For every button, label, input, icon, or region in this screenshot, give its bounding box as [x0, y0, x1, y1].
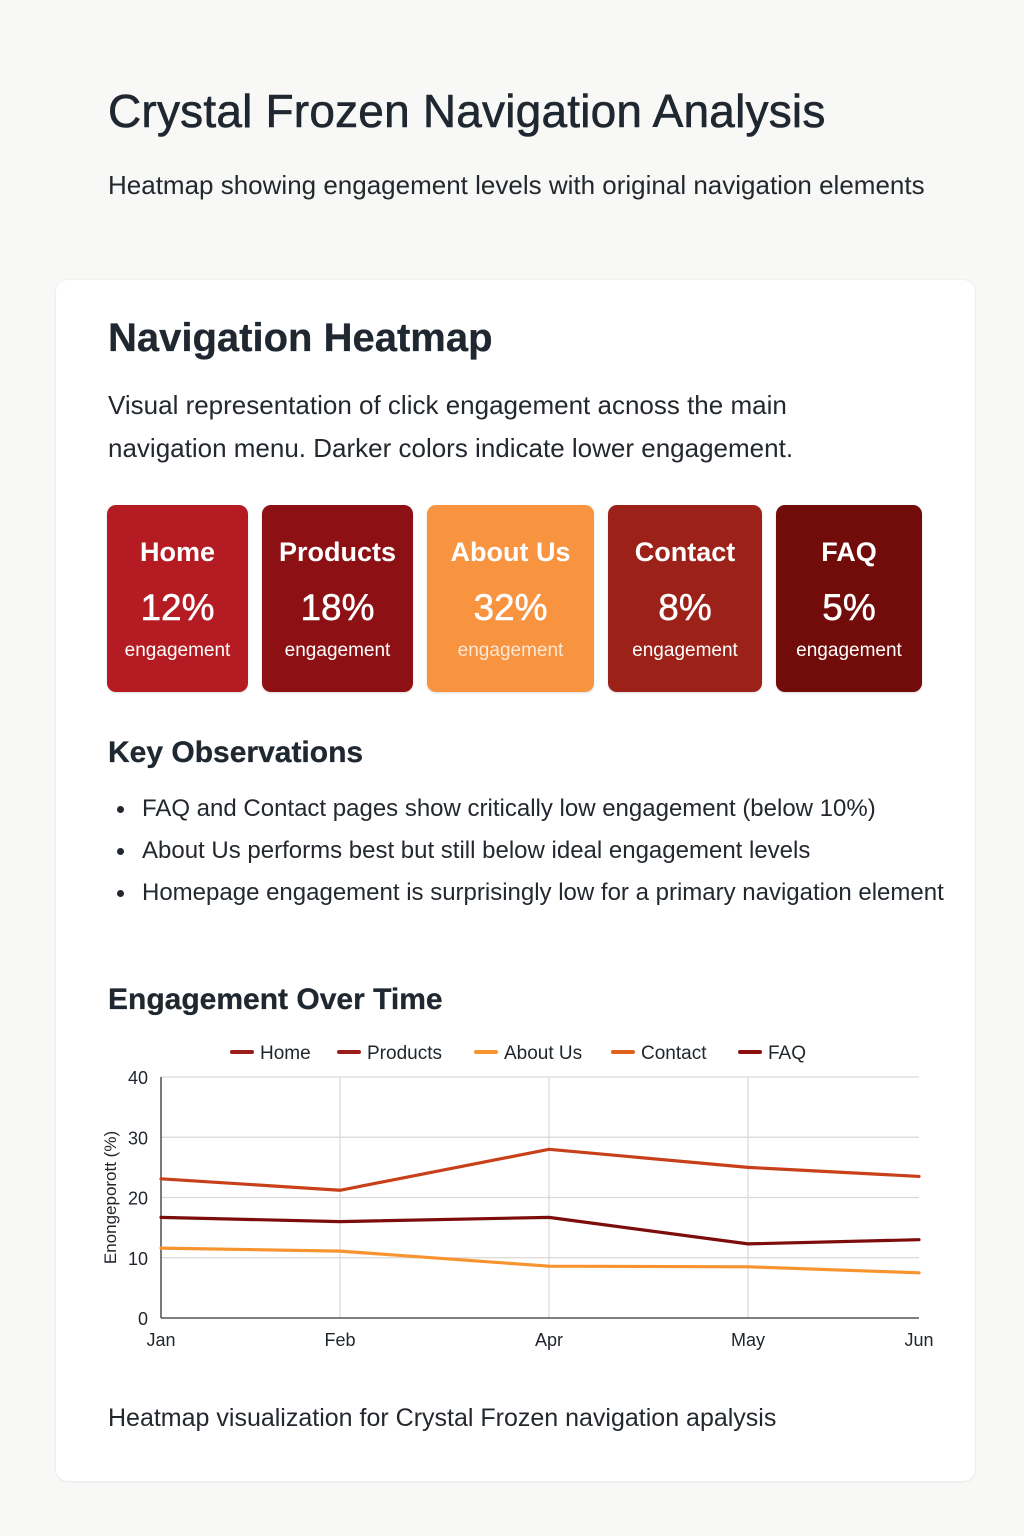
svg-text:Home: Home	[260, 1043, 311, 1064]
observation-item: About Us performs best but still below i…	[108, 830, 968, 872]
heatmap-tile-products[interactable]: Products 18% engagement	[262, 505, 413, 692]
legend-item-contact[interactable]: Contact	[611, 1043, 707, 1064]
tile-unit: engagement	[457, 640, 564, 661]
x-tick-label: Jun	[904, 1330, 933, 1350]
tile-unit: engagement	[632, 640, 738, 661]
tile-name: About Us	[450, 537, 571, 567]
tile-value: 18%	[300, 587, 375, 629]
chart-title: Engagement Over Time	[108, 983, 443, 1016]
series-line-about-us[interactable]	[159, 1246, 921, 1275]
observation-item: FAQ and Contact pages show critically lo…	[108, 788, 968, 830]
line-chart: Home Products About Us Contact FAQ 0 10 20 30 40…	[56, 1030, 975, 1370]
observation-item: Homepage engagement is surprisingly low …	[108, 872, 968, 914]
tile-value: 32%	[473, 587, 548, 629]
line-chart-svg: Home Products About Us Contact FAQ 0 10 20 30 40…	[101, 1043, 934, 1350]
x-tick-label: Feb	[324, 1330, 355, 1350]
tile-unit: engagement	[796, 640, 902, 661]
y-tick-label: 10	[128, 1249, 148, 1269]
y-tick-label: 20	[128, 1189, 148, 1209]
tile-unit: engagement	[284, 640, 391, 661]
y-tick-label: 40	[128, 1068, 148, 1088]
tile-value: 8%	[658, 587, 712, 629]
tile-name: FAQ	[821, 537, 877, 567]
page-title: Crystal Frozen Navigation Analysis	[108, 85, 826, 138]
x-tick-label: Apr	[535, 1330, 563, 1350]
heatmap-tile-home[interactable]: Home 12% engagement	[107, 505, 248, 692]
heatmap-tile-about-us[interactable]: About Us 32% engagement	[427, 505, 594, 692]
heatmap-title: Navigation Heatmap	[108, 316, 493, 360]
observations-title: Key Observations	[108, 736, 364, 769]
chart-axes: 0 10 20 30 40 Jan Feb Apr May Jun Enongeporott (%)	[101, 1068, 934, 1350]
legend-item-faq[interactable]: FAQ	[738, 1043, 806, 1064]
chart-caption: Heatmap visualization for Crystal Frozen…	[108, 1404, 777, 1432]
tile-name: Products	[278, 537, 397, 567]
chart-series	[159, 1147, 921, 1275]
series-line-products[interactable]	[159, 1215, 921, 1246]
legend-item-about-us[interactable]: About Us	[474, 1043, 582, 1064]
heatmap-tile-contact[interactable]: Contact 8% engagement	[608, 505, 762, 692]
tile-value: 12%	[140, 587, 215, 629]
heatmap-description: Visual representation of click engagemen…	[108, 390, 794, 463]
observations-list: FAQ and Contact pages show critically lo…	[108, 788, 968, 914]
y-tick-label: 0	[138, 1309, 148, 1329]
tile-name: Home	[139, 537, 215, 567]
svg-text:About Us: About Us	[504, 1043, 582, 1064]
chart-legend: Home Products About Us Contact FAQ	[230, 1043, 806, 1064]
x-tick-label: Jan	[146, 1330, 175, 1350]
heatmap-card: Navigation Heatmap Visual representation…	[56, 280, 975, 1481]
y-tick-label: 30	[128, 1128, 148, 1148]
tile-unit: engagement	[124, 640, 231, 661]
svg-text:FAQ: FAQ	[768, 1043, 806, 1064]
tile-name: Contact	[634, 537, 736, 567]
page-subtitle: Heatmap showing engagement levels with o…	[108, 170, 925, 200]
chart-grid	[161, 1076, 919, 1318]
x-tick-label: May	[731, 1330, 765, 1350]
heatmap-tile-faq[interactable]: FAQ 5% engagement	[776, 505, 922, 692]
series-line-contact[interactable]	[159, 1147, 921, 1192]
y-axis-label: Enongeporott (%)	[101, 1131, 120, 1264]
tile-value: 5%	[822, 587, 876, 629]
svg-text:Contact: Contact	[641, 1043, 707, 1064]
legend-item-products[interactable]: Products	[337, 1043, 442, 1064]
svg-text:Products: Products	[367, 1043, 442, 1064]
legend-item-home[interactable]: Home	[230, 1043, 311, 1064]
